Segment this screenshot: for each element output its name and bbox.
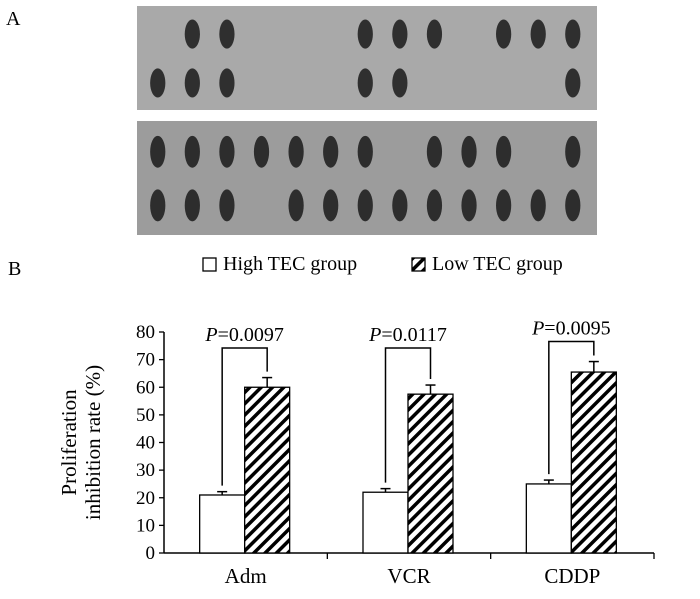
y-tick-label: 10 — [136, 515, 155, 536]
y-tick-label: 70 — [136, 350, 155, 371]
blot-spot — [253, 135, 270, 168]
blot-spot — [288, 189, 304, 222]
significance-bracket — [384, 347, 432, 483]
western-blot-bottom-strip — [137, 121, 597, 235]
blot-spot — [184, 189, 200, 222]
blot-spot — [461, 135, 477, 168]
blot-spot — [496, 135, 512, 168]
legend-swatch-high-tec — [202, 257, 217, 272]
blot-spot — [357, 19, 373, 49]
blot-spot — [426, 135, 443, 168]
bar-chart: 0 10 20 30 40 50 60 70 80 Proliferationinhibition… — [57, 253, 655, 588]
y-tick-label: 20 — [136, 488, 155, 509]
legend-swatch-low-tec — [411, 257, 426, 272]
blot-spot — [357, 189, 373, 222]
blot-spot — [150, 68, 166, 98]
blot-spot — [392, 189, 408, 222]
x-tick-label: CDDP — [544, 564, 600, 588]
blot-spot — [530, 189, 546, 222]
y-tick-label: 80 — [136, 322, 155, 343]
blot-spot — [565, 19, 581, 49]
bar-low-tec — [570, 371, 617, 554]
blot-spot — [219, 189, 235, 222]
bar-high-tec — [199, 494, 246, 554]
blot-spot — [288, 135, 304, 168]
blot-spot — [565, 68, 581, 98]
blot-spot — [496, 189, 512, 222]
bar-high-tec — [362, 491, 409, 554]
blot-spot — [565, 135, 581, 168]
blot-spot — [323, 135, 339, 168]
blot-spot — [392, 68, 408, 98]
y-tick-label: 50 — [136, 405, 155, 426]
western-blot-top-strip — [137, 6, 597, 110]
panel-label-b: B — [8, 258, 22, 280]
blot-spot — [461, 189, 477, 222]
legend-label-low-tec: Low TEC group — [432, 253, 563, 275]
legend-label-high-tec: High TEC group — [223, 253, 357, 275]
blot-spot — [426, 189, 443, 222]
x-tick-label: VCR — [387, 564, 430, 588]
blot-spot — [426, 19, 443, 49]
blot-spot — [184, 135, 200, 168]
panel-label-a: A — [6, 8, 21, 30]
blot-spot — [496, 19, 512, 49]
blot-spot — [150, 135, 166, 168]
legend: High TEC group Low TEC group — [202, 253, 563, 275]
bar-high-tec — [525, 483, 572, 554]
y-tick-label: 0 — [146, 543, 156, 564]
blot-spot — [357, 68, 373, 98]
blot-spot — [530, 19, 546, 49]
blot-spot — [184, 68, 200, 98]
blot-spot — [357, 135, 373, 168]
blot-spot — [219, 19, 235, 49]
blot-spot — [219, 135, 235, 168]
p-value-annotation: P=0.0095 — [531, 318, 611, 340]
x-tick-label: Adm — [225, 564, 267, 588]
y-tick-label: 60 — [136, 377, 155, 398]
blot-spot — [184, 19, 200, 49]
significance-bracket — [221, 347, 268, 486]
blot-spot — [219, 68, 235, 98]
y-tick-label: 40 — [136, 433, 155, 454]
blot-spot — [150, 189, 166, 222]
y-axis-label: Proliferationinhibition rate (%) — [57, 365, 105, 520]
p-value-annotation: P=0.0117 — [368, 324, 447, 346]
significance-bracket — [548, 340, 595, 475]
p-value-annotation: P=0.0097 — [204, 324, 284, 346]
bar-low-tec — [407, 393, 454, 554]
blot-spot — [323, 189, 339, 222]
bar-low-tec — [244, 386, 291, 554]
blot-spot — [392, 19, 408, 49]
blot-spot — [565, 189, 581, 222]
y-tick-label: 30 — [136, 460, 155, 481]
